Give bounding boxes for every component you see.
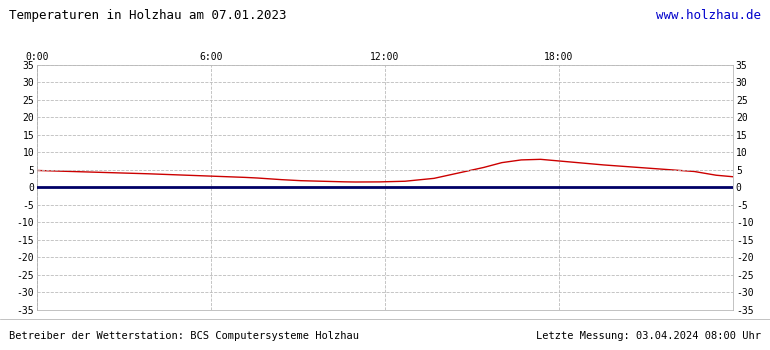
Text: Temperaturen in Holzhau am 07.01.2023: Temperaturen in Holzhau am 07.01.2023 (9, 9, 286, 22)
Text: Letzte Messung: 03.04.2024 08:00 Uhr: Letzte Messung: 03.04.2024 08:00 Uhr (536, 331, 761, 341)
Text: Betreiber der Wetterstation: BCS Computersysteme Holzhau: Betreiber der Wetterstation: BCS Compute… (9, 331, 360, 341)
Text: www.holzhau.de: www.holzhau.de (656, 9, 761, 22)
